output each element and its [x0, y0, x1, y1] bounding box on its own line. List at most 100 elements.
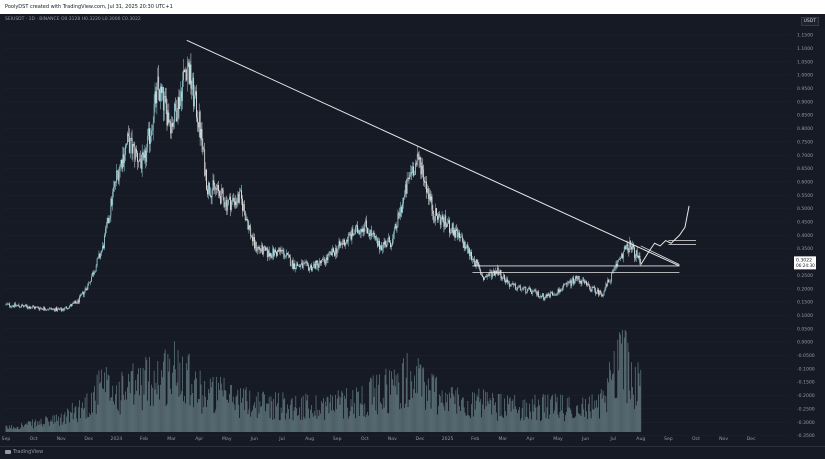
volume-bar — [126, 399, 127, 432]
candle-body — [128, 135, 130, 153]
candle-body — [513, 284, 515, 286]
candle-body — [541, 296, 542, 297]
candle-body — [393, 228, 395, 235]
candle-body — [490, 271, 492, 273]
volume-bar — [559, 412, 561, 432]
candle-body — [346, 240, 347, 243]
candle-body — [163, 96, 165, 111]
candle-body — [488, 274, 490, 276]
volume-bar — [240, 388, 241, 432]
candle-body — [326, 257, 328, 260]
volume-bar — [151, 384, 152, 432]
volume-bar — [423, 367, 425, 432]
candle-body — [527, 288, 528, 292]
volume-bar — [471, 403, 472, 432]
candle-body — [330, 251, 332, 253]
volume-bar — [27, 421, 29, 432]
candle-body — [458, 232, 459, 238]
candle-body — [113, 187, 114, 192]
candle-body — [146, 147, 148, 163]
volume-bar — [66, 416, 68, 432]
candle-body — [116, 170, 118, 172]
volume-bar — [460, 410, 461, 432]
volume-bar — [627, 342, 629, 432]
volume-bar — [387, 413, 389, 432]
candle-body — [539, 296, 540, 297]
volume-bar — [41, 423, 43, 432]
candle-body — [350, 234, 352, 240]
candle-body — [139, 159, 140, 162]
volume-bar — [541, 420, 542, 432]
candle-body — [80, 294, 81, 297]
volume-bar — [194, 379, 195, 432]
candle-body — [312, 267, 313, 271]
candle-body — [609, 281, 610, 283]
candle-body — [192, 77, 194, 90]
candle-body — [603, 291, 605, 295]
volume-bar — [368, 415, 369, 432]
volume-bar — [432, 376, 434, 432]
candle-body — [111, 198, 113, 206]
volume-bar — [19, 429, 21, 432]
candle-body — [339, 241, 341, 246]
volume-bar — [86, 393, 88, 432]
volume-bar — [352, 390, 354, 432]
volume-bar — [165, 406, 167, 432]
candle-body — [354, 233, 356, 235]
candle-body — [172, 123, 173, 127]
volume-bar — [389, 370, 390, 432]
volume-bar — [182, 356, 183, 432]
candle-body — [59, 309, 60, 310]
candle-body — [595, 290, 597, 294]
candle-body — [47, 309, 48, 311]
candle-body — [577, 276, 579, 279]
candle-body — [438, 214, 440, 216]
candle-body — [191, 88, 193, 90]
candle-body — [231, 198, 233, 202]
currency-badge[interactable]: USDT — [800, 17, 819, 26]
volume-bar — [95, 413, 97, 432]
candle-body — [17, 304, 19, 306]
volume-bar — [145, 356, 147, 432]
volume-bar — [358, 415, 360, 432]
volume-bar — [60, 413, 62, 432]
volume-bar — [107, 374, 109, 432]
volume-bar — [540, 421, 541, 432]
candle-body — [227, 204, 229, 211]
candle-body — [417, 153, 419, 158]
volume-bar — [482, 404, 483, 432]
volume-bar — [407, 407, 409, 432]
volume-bar — [291, 398, 293, 432]
volume-bar — [201, 413, 203, 432]
candle-body — [258, 246, 260, 249]
volume-bar — [39, 424, 41, 432]
volume-bar — [462, 397, 464, 432]
volume-bar — [553, 413, 554, 432]
volume-bar — [164, 349, 166, 432]
candle-body — [156, 83, 158, 104]
candle-body — [61, 309, 63, 311]
volume-bar — [549, 414, 551, 432]
candle-body — [431, 196, 433, 211]
volume-bar — [257, 392, 259, 432]
candle-body — [268, 250, 270, 257]
candle-body — [223, 197, 225, 207]
candle-body — [335, 247, 336, 256]
volume-bar — [338, 396, 340, 432]
candle-body — [28, 306, 30, 309]
volume-bar — [152, 405, 154, 432]
candle-body — [462, 241, 464, 248]
candle-body — [157, 76, 159, 84]
candle-body — [418, 157, 420, 160]
candle-body — [249, 225, 251, 228]
candle-body — [311, 265, 312, 271]
y-axis-tick-label: 0.9500 — [797, 86, 813, 92]
volume-bar — [266, 403, 268, 432]
symbol-info-line: SEIUSDT · 1D · BINANCE O0.3128 H0.3220 L… — [5, 17, 141, 22]
volume-bar — [254, 402, 255, 432]
candle-body — [24, 306, 25, 308]
volume-bar — [408, 399, 410, 432]
tradingview-logo[interactable]: TradingView — [5, 449, 43, 455]
volume-bar — [84, 397, 86, 432]
